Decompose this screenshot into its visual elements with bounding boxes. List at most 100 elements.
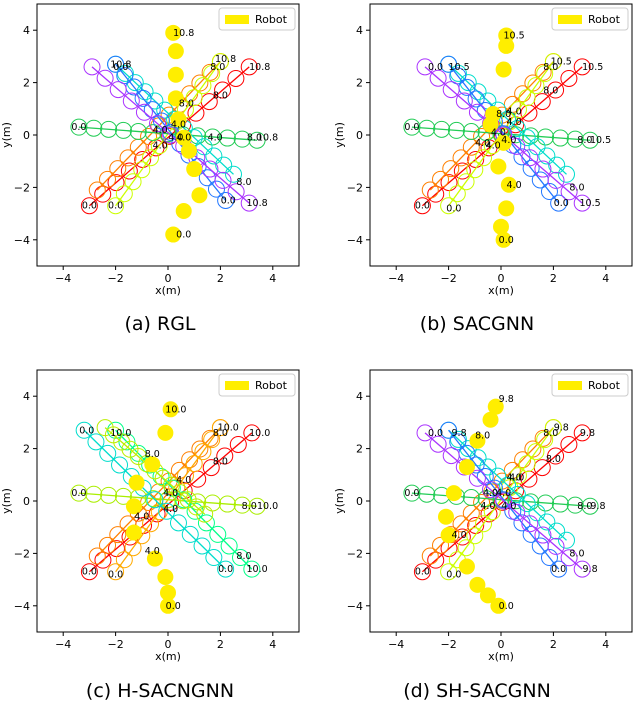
agent-marker — [201, 429, 219, 447]
legend-swatch — [225, 15, 249, 24]
robot-marker — [498, 37, 515, 54]
y-tick-label: 0 — [356, 495, 363, 508]
agent-path-5 — [83, 429, 227, 570]
agent-marker — [122, 92, 140, 110]
robot-marker — [160, 597, 176, 614]
time-label: 0.0 — [218, 564, 233, 575]
legend: Robot — [218, 7, 296, 31]
agent-marker — [225, 165, 242, 183]
agent-marker — [468, 469, 486, 487]
legend-box — [551, 7, 629, 31]
agent-marker — [521, 515, 539, 533]
legend-box — [551, 373, 629, 397]
agent-marker — [551, 495, 569, 513]
agent-marker — [233, 130, 251, 148]
time-label: 8.0 — [577, 135, 592, 146]
agent-path-3 — [411, 126, 591, 141]
agent-marker — [149, 115, 167, 133]
time-label: 10.8 — [257, 133, 278, 144]
time-label: 0.0 — [108, 201, 123, 212]
agent-marker — [217, 192, 235, 209]
agent-marker — [518, 89, 536, 107]
y-tick-label: 4 — [23, 24, 30, 37]
agent-marker — [144, 490, 162, 508]
agent-path-0 — [88, 432, 253, 573]
time-label: 8.0 — [543, 62, 558, 73]
agent-marker — [75, 421, 93, 439]
time-label: 9.8 — [452, 428, 467, 439]
agent-marker — [475, 149, 493, 167]
agent-marker — [201, 63, 219, 81]
y-tick-label: 2 — [23, 77, 30, 90]
x-tick-label: 0 — [165, 272, 172, 285]
agent-marker — [534, 63, 552, 81]
agent-marker — [107, 55, 125, 73]
y-tick-label: 0 — [23, 495, 30, 508]
agent-marker — [135, 103, 153, 121]
agent-marker — [518, 455, 536, 473]
x-tick-label: 0 — [498, 638, 505, 651]
agent-marker — [227, 69, 245, 87]
agent-marker — [475, 515, 493, 533]
agent-marker — [527, 443, 545, 461]
y-tick-label: 0 — [356, 129, 363, 142]
agent-marker — [134, 89, 152, 107]
agent-marker — [109, 160, 127, 178]
robot-marker — [165, 226, 182, 243]
time-label: 10.8 — [247, 198, 268, 209]
agent-marker — [203, 65, 221, 83]
agent-marker — [421, 547, 439, 565]
agent-marker — [558, 165, 575, 183]
agent-path-0 — [88, 66, 250, 207]
agent-marker — [442, 81, 460, 99]
agent-marker — [573, 194, 591, 212]
robot-marker — [167, 90, 184, 107]
x-tick-label: 2 — [217, 272, 224, 285]
legend-label: Robot — [588, 13, 621, 26]
agent-path-0 — [421, 432, 583, 573]
agent-marker — [80, 197, 98, 215]
agent-marker — [107, 197, 125, 215]
agent-marker — [220, 537, 238, 555]
robot-time-label: 10.8 — [173, 28, 194, 39]
time-label: 10.0 — [249, 428, 270, 439]
agent-marker — [522, 159, 540, 177]
agent-marker — [107, 563, 125, 581]
agent-marker — [115, 185, 133, 203]
agent-marker — [432, 536, 450, 554]
agent-marker — [111, 456, 129, 474]
agent-marker — [205, 147, 223, 165]
time-label: 9.8 — [580, 428, 595, 439]
y-tick-label: −4 — [14, 234, 30, 247]
robot-time-label: 0.0 — [499, 601, 514, 612]
robot-marker — [490, 158, 507, 175]
agent-marker — [413, 197, 431, 215]
agent-marker — [551, 129, 569, 147]
time-label: 10.0 — [218, 423, 239, 434]
robot-time-label: 8.0 — [475, 431, 490, 442]
time-label: 0.0 — [79, 425, 94, 436]
agent-marker — [216, 447, 234, 465]
agent-marker — [85, 119, 103, 137]
agent-marker — [418, 485, 436, 503]
time-label: 9.8 — [583, 564, 598, 575]
agent-marker — [96, 69, 114, 87]
agent-marker — [209, 525, 227, 543]
agent-marker — [449, 433, 467, 451]
robot-marker — [167, 66, 184, 83]
time-label: 4.0 — [134, 512, 149, 523]
robot-marker — [469, 576, 486, 593]
agent-marker — [158, 502, 176, 520]
agent-marker — [100, 120, 118, 138]
time-label: 8.0 — [213, 457, 228, 468]
time-label: 8.0 — [247, 133, 262, 144]
agent-marker — [466, 161, 484, 179]
agent-marker — [540, 183, 558, 201]
time-label: 4.0 — [501, 501, 516, 512]
robot-time-label: 4.0 — [145, 546, 160, 557]
y-tick-label: −2 — [347, 181, 363, 194]
agent-marker — [418, 119, 436, 137]
agent-marker — [205, 549, 223, 567]
time-label: 0.0 — [415, 567, 430, 578]
time-label: 4.0 — [208, 133, 223, 144]
